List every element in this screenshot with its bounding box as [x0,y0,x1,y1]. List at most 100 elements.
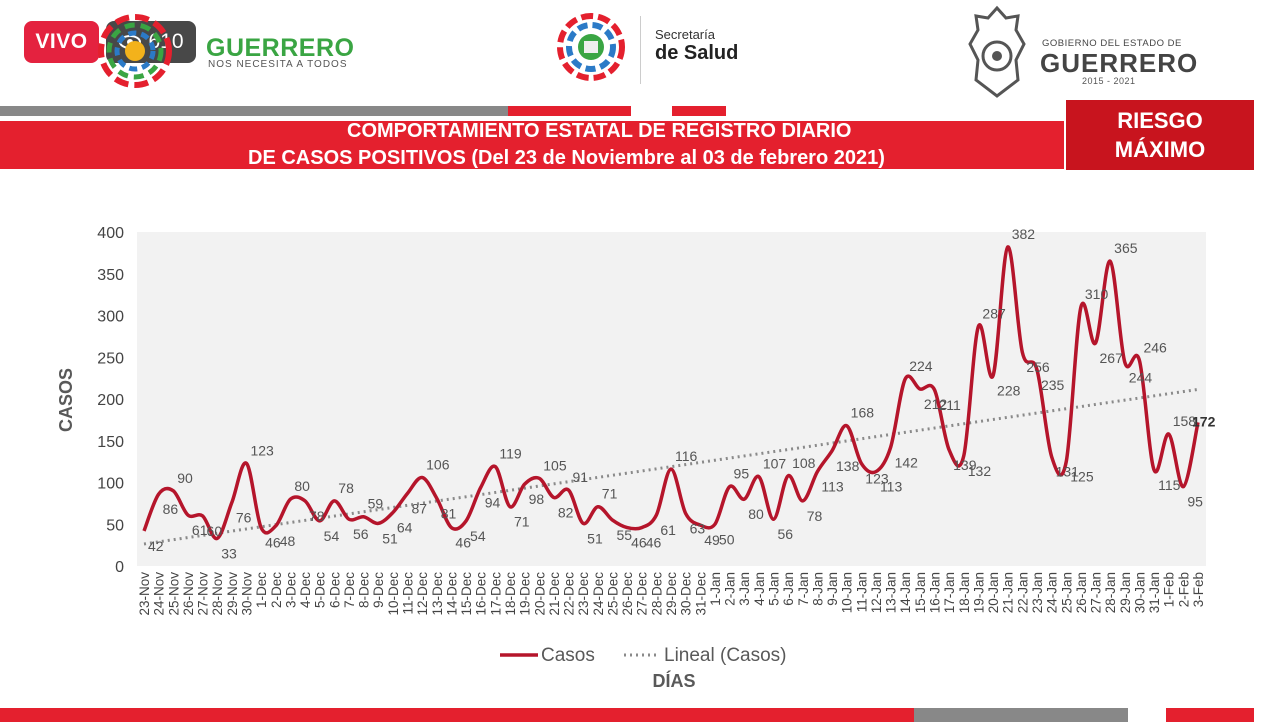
x-tick-label: 3-Feb [1191,572,1206,607]
x-tick-label: 25-Jan [1059,572,1074,613]
data-label: 107 [763,456,787,472]
x-tick-label: 25-Nov [166,572,181,616]
x-axis: 23-Nov 24-Nov 25-Nov 26-Nov 27-Nov 28-Nov 29-N… [137,572,1206,616]
series-line-casos [142,245,1200,541]
data-label: 116 [675,448,698,464]
x-tick-label: 9-Dec [371,572,386,608]
x-tick-label: 26-Nov [181,572,196,616]
salud-logo-icon [557,13,625,81]
x-tick-label: 30-Nov [239,572,254,616]
legend-label-casos: Casos [541,645,595,666]
x-tick-label: 4-Jan [752,572,767,606]
data-label: 168 [851,405,875,421]
data-label: 56 [777,526,793,542]
x-tick-label: 17-Dec [488,572,503,616]
x-tick-label: 27-Jan [1089,572,1104,613]
divider [640,16,641,84]
y-tick-label: 350 [97,267,124,284]
x-tick-label: 4-Dec [298,572,313,608]
data-label: 61 [660,522,676,538]
data-label: 56 [353,526,369,542]
x-tick-label: 31-Dec [693,572,708,616]
guerrero-logo-icon [98,14,172,88]
data-label: 46 [455,535,471,551]
data-label: 310 [1085,286,1109,302]
x-tick-label: 1-Feb [1162,572,1177,607]
data-label: 90 [177,470,193,486]
x-tick-label: 13-Jan [884,572,899,613]
data-label: 33 [221,545,237,561]
x-tick-label: 22-Jan [1015,572,1030,613]
x-tick-label: 8-Jan [810,572,825,606]
data-label: 51 [382,530,398,546]
decor-bar-gray [0,106,508,116]
data-label: 115 [1158,477,1181,493]
data-label: 59 [368,496,384,512]
x-tick-label: 7-Dec [342,572,357,608]
x-tick-label: 1-Dec [254,572,269,608]
live-badge: VIVO [24,21,99,63]
data-label: 235 [1041,377,1065,393]
data-label: 98 [529,491,545,507]
x-tick-label: 30-Jan [1132,572,1147,613]
x-tick-label: 12-Dec [415,572,430,616]
x-tick-label: 23-Jan [1030,572,1045,613]
data-label: 172 [1192,413,1216,429]
data-label: 105 [543,457,567,473]
decor-bar-red-small [672,106,726,116]
x-tick-label: 3-Jan [737,572,752,606]
chart-title-line2: DE CASOS POSITIVOS (Del 23 de Noviembre … [248,147,885,169]
legend: Casos Lineal (Casos) [500,645,787,666]
data-label: 94 [485,495,501,511]
data-label: 139 [953,457,977,473]
x-tick-label: 13-Dec [430,572,445,616]
data-label: 138 [836,458,860,474]
x-tick-label: 27-Dec [635,572,650,616]
x-tick-label: 29-Dec [664,572,679,616]
data-label: 123 [865,470,889,486]
data-label: 119 [499,446,522,462]
x-tick-label: 11-Jan [854,572,869,612]
brand-name: GUERRERO [206,34,355,62]
x-tick-label: 21-Dec [547,572,562,616]
data-label: 212 [924,396,948,412]
data-label: 158 [1173,413,1197,429]
chart-title-line1: COMPORTAMIENTO ESTATAL DE REGISTRO DIARI… [347,120,852,142]
data-label: 78 [338,480,354,496]
x-tick-label: 12-Jan [869,572,884,613]
salud-label-bottom: de Salud [655,42,739,64]
x-tick-label: 20-Dec [532,572,547,616]
x-tick-label: 22-Dec [562,572,577,616]
data-label: 42 [148,538,164,554]
x-tick-label: 15-Dec [459,572,474,616]
data-label: 211 [939,397,962,413]
y-tick-label: 100 [97,476,124,493]
x-tick-label: 26-Dec [620,572,635,616]
x-tick-label: 19-Dec [518,572,533,616]
data-label: 50 [719,531,735,547]
data-label: 106 [426,456,450,472]
data-label: 256 [1026,359,1050,375]
data-label: 76 [236,510,252,526]
x-tick-label: 18-Dec [503,572,518,616]
gov-label-years: 2015 - 2021 [1082,76,1136,86]
x-tick-label: 19-Jan [971,572,986,613]
y-axis: 0 50 100 150 200 250 300 350 400 [97,225,124,576]
decor-bar-red [508,106,631,116]
x-tick-label: 10-Dec [386,572,401,616]
data-label: 132 [968,463,992,479]
x-tick-label: 25-Dec [605,572,620,616]
y-tick-label: 0 [115,559,124,576]
data-label: 46 [646,535,662,551]
x-tick-label: 28-Nov [210,572,225,616]
x-tick-label: 17-Jan [942,572,957,613]
x-tick-label: 7-Jan [796,572,811,606]
x-tick-label: 28-Jan [1103,572,1118,613]
x-tick-label: 29-Nov [225,572,240,616]
x-tick-label: 8-Dec [357,572,372,608]
x-tick-label: 24-Nov [152,572,167,616]
data-label: 46 [631,535,647,551]
risk-label-top: RIESGO [1117,108,1203,133]
x-tick-label: 15-Jan [913,572,928,613]
